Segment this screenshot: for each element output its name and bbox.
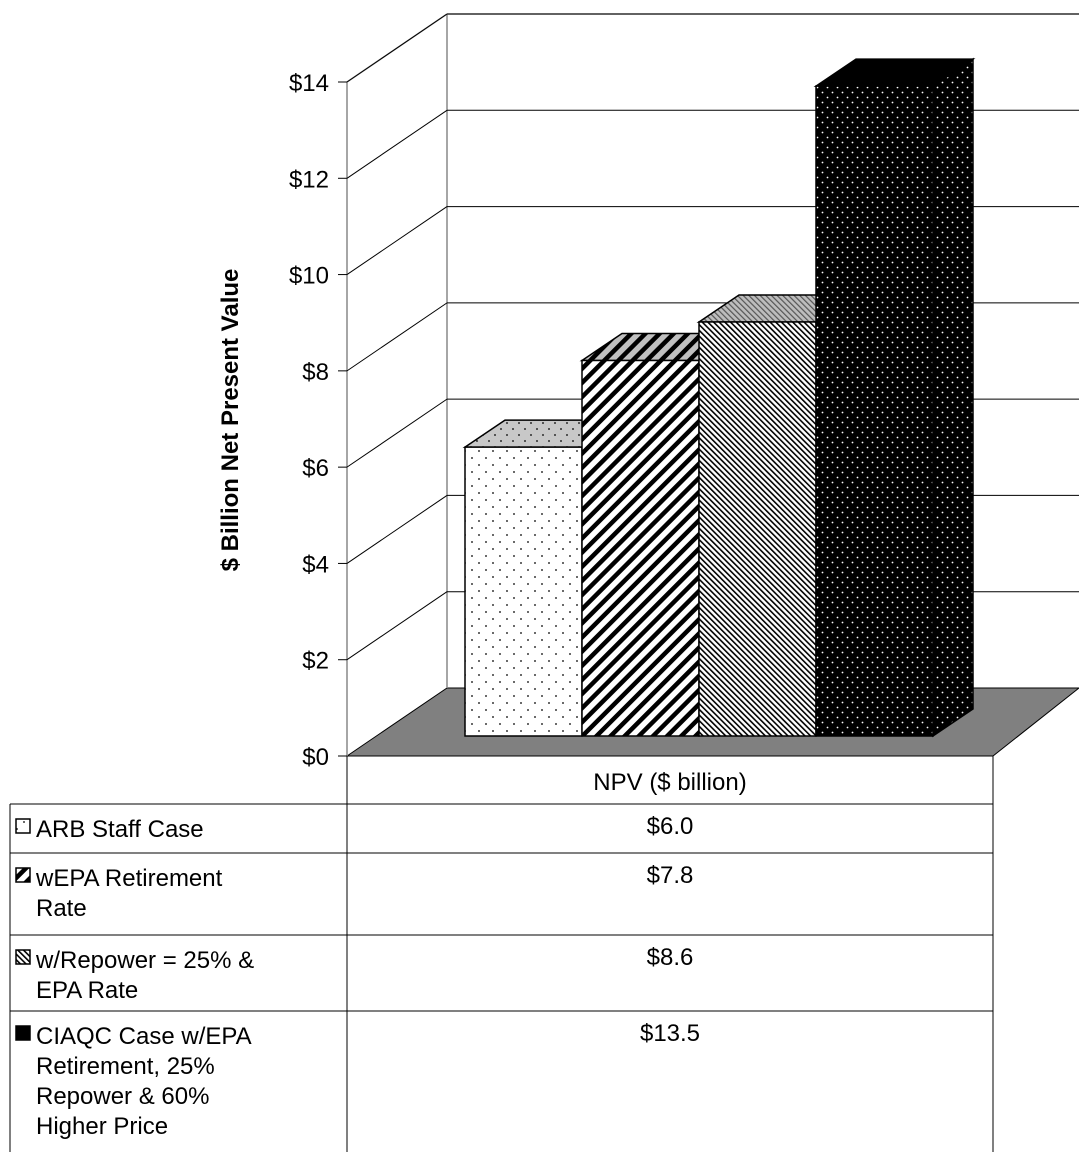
legend-label: Retirement, 25% bbox=[36, 1053, 215, 1080]
bar bbox=[813, 57, 976, 738]
y-axis-label: $ Billion Net Present Value bbox=[217, 269, 244, 572]
table-row: wEPA Retirement Rate $7.8 bbox=[15, 862, 694, 922]
data-label: $8.6 bbox=[647, 944, 694, 971]
bar bbox=[579, 332, 742, 737]
legend-label: CIAQC Case w/EPA bbox=[36, 1023, 252, 1050]
legend-key bbox=[15, 949, 31, 965]
gridline-side bbox=[346, 13, 448, 83]
legend-label: Repower & 60% bbox=[36, 1083, 209, 1110]
legend-label: Rate bbox=[36, 895, 87, 922]
y-tick-label: $0 bbox=[302, 744, 329, 771]
category-label: NPV ($ billion) bbox=[593, 769, 746, 796]
gridline-side bbox=[346, 591, 448, 661]
legend-label: wEPA Retirement bbox=[35, 865, 223, 892]
y-tick-label: $12 bbox=[289, 166, 329, 193]
legend-key bbox=[15, 818, 31, 834]
y-tick-label: $2 bbox=[302, 648, 329, 675]
legend-label: w/Repower = 25% & bbox=[35, 947, 254, 974]
data-table: NPV ($ billion) ARB Staff Case $6.0 wEPA Re… bbox=[9, 756, 994, 1152]
gridline-side bbox=[346, 206, 448, 275]
bars bbox=[462, 57, 976, 738]
bar bbox=[462, 419, 625, 737]
gridline-side bbox=[346, 495, 448, 564]
gridline-side bbox=[346, 398, 448, 468]
legend-key bbox=[15, 867, 31, 883]
data-label: $7.8 bbox=[647, 862, 694, 889]
table-row: ARB Staff Case $6.0 bbox=[15, 813, 694, 843]
legend-key bbox=[15, 1025, 31, 1041]
gridline-side bbox=[346, 302, 448, 372]
bar-front bbox=[815, 85, 934, 737]
data-label: $6.0 bbox=[647, 813, 694, 840]
y-tick-label: $4 bbox=[302, 551, 329, 578]
y-tick-label: $14 bbox=[289, 70, 329, 97]
gridline-side bbox=[346, 109, 448, 179]
bar-front bbox=[581, 359, 700, 737]
bar bbox=[696, 294, 859, 737]
bar-side bbox=[932, 57, 974, 738]
y-tick-label: $10 bbox=[289, 263, 329, 290]
y-tick-label: $8 bbox=[302, 359, 329, 386]
y-tick-label: $6 bbox=[302, 455, 329, 482]
legend-label: EPA Rate bbox=[36, 977, 138, 1004]
legend-label: ARB Staff Case bbox=[36, 816, 204, 843]
table-row: w/Repower = 25% & EPA Rate $8.6 bbox=[15, 944, 694, 1004]
legend-label: Higher Price bbox=[36, 1113, 168, 1140]
table-row: CIAQC Case w/EPA Retirement, 25% Repower &… bbox=[15, 1020, 700, 1140]
bar-front bbox=[464, 446, 583, 737]
bar-front bbox=[698, 321, 817, 737]
data-label: $13.5 bbox=[640, 1020, 700, 1047]
y-axis-ticks: $0 $2 $4 $6 $8 $10 $12 $14 bbox=[289, 70, 347, 771]
